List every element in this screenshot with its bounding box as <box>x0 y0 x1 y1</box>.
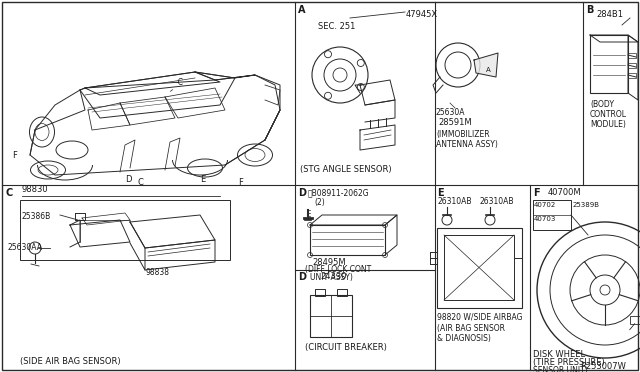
Text: F: F <box>533 188 540 198</box>
Text: (TIRE PRESSURE): (TIRE PRESSURE) <box>533 358 605 367</box>
Text: 98830: 98830 <box>22 185 49 194</box>
Bar <box>444 235 514 300</box>
Text: F: F <box>12 151 17 160</box>
Text: ANTENNA ASSY): ANTENNA ASSY) <box>436 140 498 149</box>
Text: D: D <box>298 272 306 282</box>
Text: C: C <box>137 178 143 187</box>
Text: 40700M: 40700M <box>548 188 582 197</box>
Bar <box>590 35 628 93</box>
Text: (2): (2) <box>314 198 324 207</box>
Text: B: B <box>586 5 593 15</box>
Text: F: F <box>238 178 243 187</box>
Text: (STG ANGLE SENSOR): (STG ANGLE SENSOR) <box>300 165 392 174</box>
Text: (CIRCUIT BREAKER): (CIRCUIT BREAKER) <box>305 343 387 352</box>
Bar <box>337 289 347 296</box>
Text: E: E <box>437 188 444 198</box>
Text: A: A <box>486 67 490 73</box>
Bar <box>315 289 325 296</box>
Text: 98820 W/SIDE AIRBAG: 98820 W/SIDE AIRBAG <box>437 313 522 322</box>
Text: 25386B: 25386B <box>22 212 51 221</box>
Bar <box>628 63 636 68</box>
Text: C: C <box>5 188 12 198</box>
Text: CONTROL: CONTROL <box>590 110 627 119</box>
Text: 24330: 24330 <box>320 272 346 281</box>
Text: 28495M: 28495M <box>312 258 346 267</box>
Text: 26310AB: 26310AB <box>438 197 472 206</box>
Text: (DIFF LOCK CONT: (DIFF LOCK CONT <box>305 265 371 274</box>
Bar <box>628 53 636 58</box>
Text: DISK WHEEL: DISK WHEEL <box>533 350 585 359</box>
Text: D: D <box>298 188 306 198</box>
Bar <box>628 73 636 78</box>
Text: UNIT ASSY): UNIT ASSY) <box>310 273 353 282</box>
Text: (AIR BAG SENSOR: (AIR BAG SENSOR <box>437 324 505 333</box>
Text: (SIDE AIR BAG SENSOR): (SIDE AIR BAG SENSOR) <box>20 357 120 366</box>
Text: 25630A: 25630A <box>436 108 465 117</box>
Polygon shape <box>474 53 498 77</box>
Text: 26310AB: 26310AB <box>480 197 515 206</box>
Bar <box>437 228 522 308</box>
Text: A: A <box>298 5 305 15</box>
Text: MODULE): MODULE) <box>590 120 626 129</box>
Text: E: E <box>200 175 205 184</box>
Text: 40702: 40702 <box>534 202 556 208</box>
Bar <box>310 225 385 255</box>
Text: (BODY: (BODY <box>590 100 614 109</box>
Text: 25389B: 25389B <box>573 202 600 208</box>
Text: R253007W: R253007W <box>580 362 626 371</box>
Text: 284B1: 284B1 <box>596 10 623 19</box>
Text: 98838: 98838 <box>145 268 169 277</box>
Bar <box>20 200 230 260</box>
Text: D: D <box>125 175 131 184</box>
Text: 47945X: 47945X <box>406 10 438 19</box>
Text: 40703: 40703 <box>534 216 556 222</box>
Text: SEC. 251: SEC. 251 <box>318 22 355 31</box>
Text: (IMMOBILIZER: (IMMOBILIZER <box>436 130 490 139</box>
Text: 28591M: 28591M <box>438 118 472 127</box>
Bar <box>630 316 640 324</box>
Text: SENSOR UNIT): SENSOR UNIT) <box>533 366 588 372</box>
Text: -C: -C <box>176 78 184 87</box>
Text: 25630AA: 25630AA <box>8 244 43 253</box>
Bar <box>533 200 571 230</box>
Bar <box>310 295 352 337</box>
Text: & DIAGNOSIS): & DIAGNOSIS) <box>437 334 491 343</box>
Text: ⒷB08911-2062G: ⒷB08911-2062G <box>308 188 370 197</box>
